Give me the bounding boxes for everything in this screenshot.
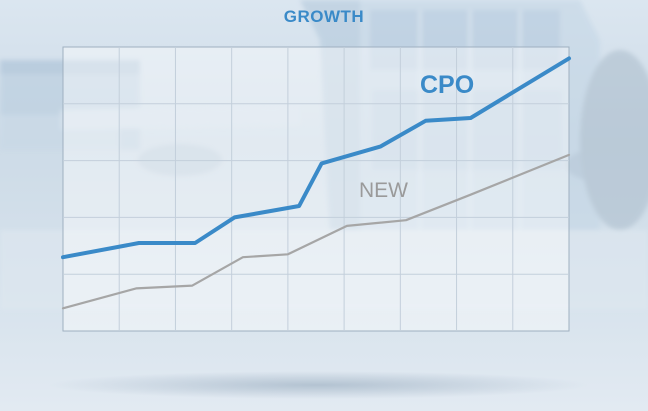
series-label-cpo: CPO [420,71,474,99]
series-layer [61,56,571,310]
chart-title: GROWTH [283,7,365,26]
series-label-new: NEW [359,179,408,202]
series-line-new [61,153,571,310]
series-line-cpo [61,56,571,260]
grid [63,47,569,331]
